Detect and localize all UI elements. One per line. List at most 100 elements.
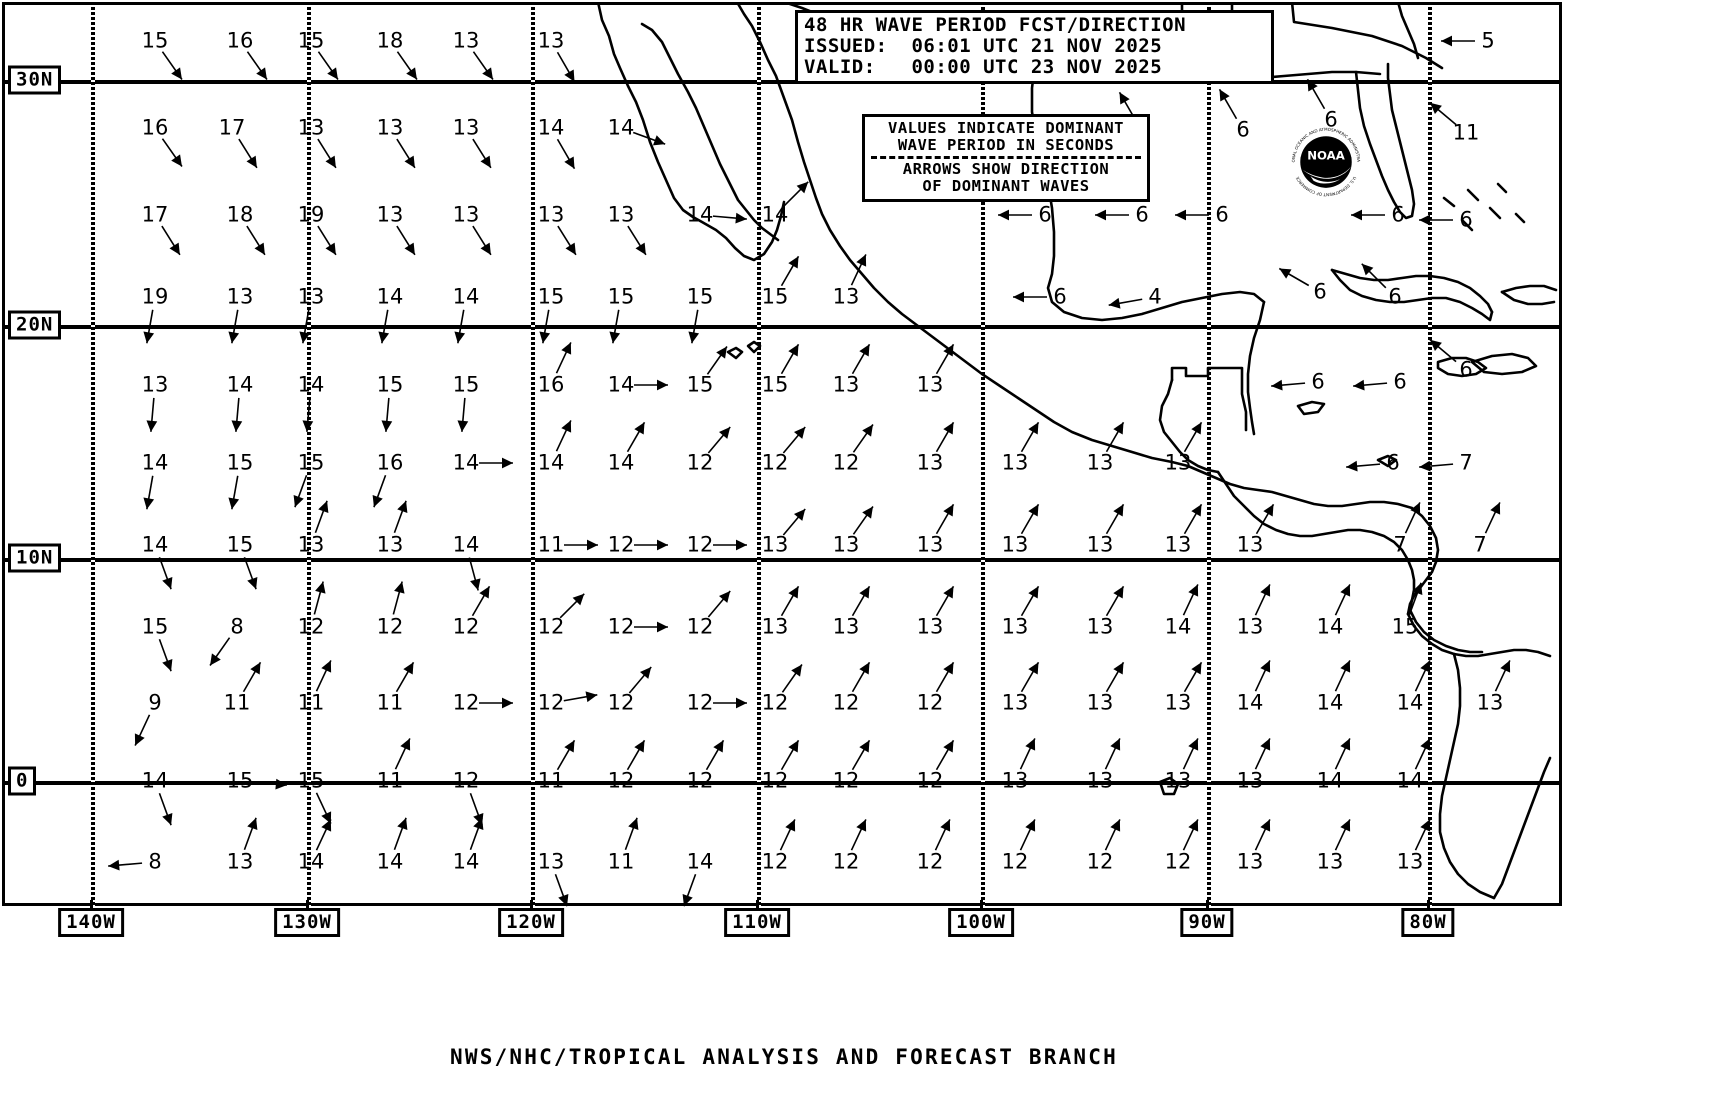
wave-direction-arrow — [315, 819, 332, 851]
wave-period-value: 11 — [297, 690, 325, 715]
wave-period-value: 13 — [916, 450, 944, 475]
wave-direction-arrow — [1429, 102, 1457, 126]
wave-period-value: 13 — [1316, 849, 1344, 874]
wave-direction-arrow — [554, 873, 569, 907]
wave-period-value: 6 — [1386, 450, 1400, 475]
wave-direction-arrow — [1183, 661, 1203, 693]
wave-period-value: 12 — [686, 690, 714, 715]
wave-direction-arrow — [556, 51, 576, 83]
wave-period-value: 12 — [916, 849, 944, 874]
wave-direction-arrow — [1105, 661, 1125, 693]
wave-direction-arrow — [146, 397, 158, 432]
wave-period-value: 13 — [297, 532, 325, 557]
wave-period-value: 18 — [226, 202, 254, 227]
wave-period-value: 6 — [1393, 369, 1407, 394]
longitude-label-text: 90W — [1188, 911, 1226, 933]
wave-period-value: 19 — [141, 284, 169, 309]
wave-direction-arrow — [539, 309, 551, 344]
wave-period-value: 13 — [761, 614, 789, 639]
wave-period-value: 6 — [1313, 279, 1327, 304]
wave-direction-arrow — [555, 420, 572, 452]
longitude-label-110W: 110W — [724, 908, 790, 937]
wave-period-value: 12 — [1164, 849, 1192, 874]
wave-period-value: 7 — [1473, 532, 1487, 557]
wave-direction-arrow — [1095, 209, 1129, 221]
wave-period-value: 16 — [141, 115, 169, 140]
wave-direction-arrow — [472, 138, 492, 169]
wave-period-value: 13 — [1236, 849, 1264, 874]
wave-period-value: 5 — [1481, 28, 1495, 53]
longitude-label-100W: 100W — [948, 908, 1014, 937]
wave-period-value: 13 — [1001, 768, 1029, 793]
wave-period-value: 15 — [226, 532, 254, 557]
wave-direction-arrow — [935, 661, 955, 693]
wave-direction-arrow — [705, 739, 725, 771]
wave-direction-arrow — [626, 421, 646, 453]
wave-direction-arrow — [317, 225, 337, 256]
wave-period-value: 14 — [376, 284, 404, 309]
wave-direction-arrow — [1019, 738, 1036, 770]
wave-direction-arrow — [315, 792, 332, 824]
latitude-label-30N: 30N — [8, 65, 62, 95]
wave-direction-arrow — [238, 138, 258, 169]
wave-period-value: 16 — [537, 372, 565, 397]
longitude-stem-110W — [756, 900, 759, 912]
wave-period-value: 15 — [761, 372, 789, 397]
wave-period-value: 13 — [1086, 768, 1114, 793]
wave-direction-arrow — [851, 739, 871, 771]
wave-period-value: 13 — [1236, 532, 1264, 557]
wave-period-value: 13 — [537, 28, 565, 53]
wave-period-value: 11 — [537, 768, 565, 793]
wave-direction-arrow — [707, 590, 731, 618]
wave-period-value: 6 — [1459, 357, 1473, 382]
wave-direction-arrow — [935, 739, 955, 771]
wave-period-value: 15 — [226, 768, 254, 793]
wave-direction-arrow — [1254, 819, 1271, 851]
wave-direction-arrow — [782, 508, 806, 536]
wave-direction-arrow — [302, 397, 314, 432]
wave-period-value: 12 — [452, 690, 480, 715]
longitude-line-120W — [531, 2, 535, 906]
wave-period-value: 13 — [537, 202, 565, 227]
wave-period-value: 12 — [832, 690, 860, 715]
wave-period-value: 15 — [376, 372, 404, 397]
wave-direction-arrow — [935, 503, 955, 535]
wave-period-value: 13 — [1164, 450, 1192, 475]
longitude-line-80W — [1428, 2, 1432, 906]
wave-period-value: 13 — [226, 849, 254, 874]
wave-direction-arrow — [634, 539, 668, 551]
wave-direction-arrow — [935, 585, 955, 617]
wave-period-value: 13 — [1086, 532, 1114, 557]
wave-period-value: 13 — [297, 115, 325, 140]
longitude-label-text: 100W — [956, 911, 1006, 933]
wave-direction-arrow — [1105, 421, 1125, 453]
longitude-line-100W — [981, 2, 985, 906]
wave-period-value: 12 — [297, 614, 325, 639]
wave-period-value: 13 — [297, 284, 325, 309]
wave-period-value: 6 — [1236, 117, 1250, 142]
wave-period-value: 13 — [1086, 690, 1114, 715]
longitude-line-140W — [91, 2, 95, 906]
wave-direction-arrow — [158, 556, 173, 590]
wave-period-value: 12 — [537, 690, 565, 715]
wave-direction-arrow — [378, 309, 390, 344]
wave-direction-arrow — [1020, 661, 1040, 693]
footer-attribution: NWS/NHC/TROPICAL ANALYSIS AND FORECAST B… — [450, 1045, 1118, 1069]
wave-direction-arrow — [457, 397, 469, 432]
wave-direction-arrow — [712, 212, 747, 224]
forecast-issued-line: ISSUED: 06:01 UTC 21 NOV 2025 — [804, 35, 1163, 57]
wave-direction-arrow — [1334, 819, 1351, 851]
wave-direction-arrow — [1020, 503, 1040, 535]
longitude-stem-80W — [1427, 900, 1430, 912]
wave-direction-arrow — [143, 309, 155, 344]
wave-direction-arrow — [634, 379, 668, 391]
wave-period-value: 13 — [376, 532, 404, 557]
wave-direction-arrow — [454, 309, 466, 344]
wave-direction-arrow — [781, 664, 803, 693]
wave-direction-arrow — [471, 585, 491, 617]
wave-direction-arrow — [393, 500, 408, 534]
wave-period-value: 12 — [686, 768, 714, 793]
wave-direction-arrow — [1182, 584, 1199, 616]
wave-direction-arrow — [780, 255, 800, 287]
wave-direction-arrow — [479, 697, 513, 709]
